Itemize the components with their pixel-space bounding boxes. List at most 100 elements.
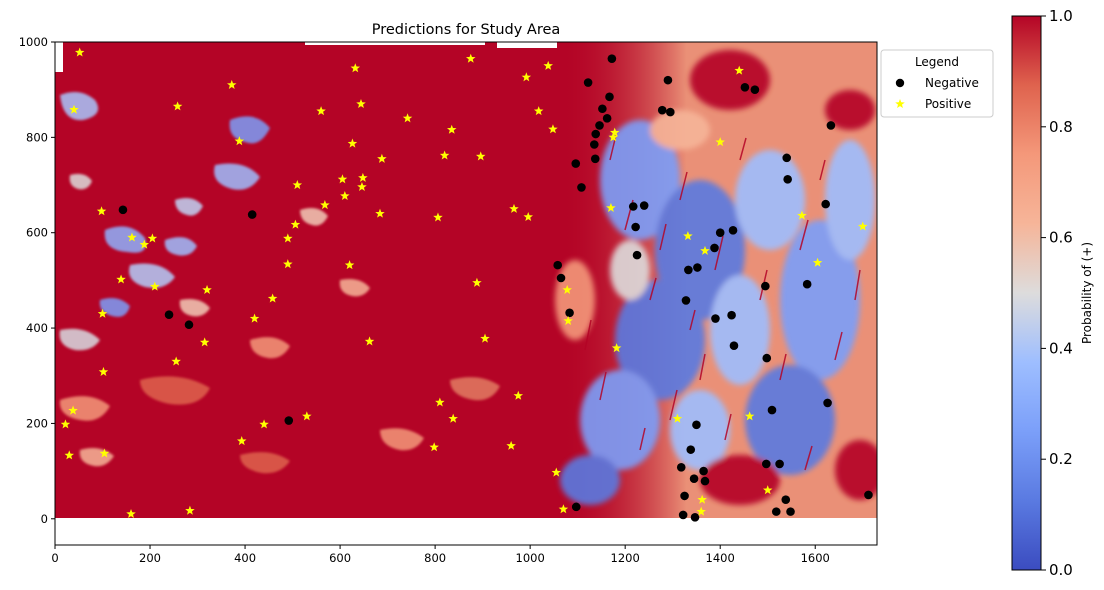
negative-point [821,199,830,209]
positive-point [60,419,71,429]
positive-point [283,259,293,269]
negative-point [684,265,693,275]
negative-point [826,121,836,130]
positive-point [608,132,619,142]
positive-point [762,485,773,495]
positive-point [116,274,126,284]
positive-point [672,413,683,423]
positive-point [98,366,109,376]
negative-point [761,281,770,291]
negative-point [591,129,601,139]
positive-point [337,174,348,184]
negative-point [711,314,720,323]
negative-point [680,491,689,501]
positive-point [172,101,183,111]
positive-point [64,450,75,460]
positive-point [433,212,443,222]
positive-point [448,413,458,423]
negative-point [666,107,675,117]
positive-point [127,232,137,242]
positive-point [734,65,744,75]
positive-point [446,124,457,134]
negative-point [284,416,294,425]
negative-point [864,490,873,500]
positive-point [402,113,413,123]
colorbar-tick-label: 0.4 [1049,339,1073,357]
positive-point [715,137,725,147]
positive-point [147,233,158,243]
x-tick-label: 400 [234,551,256,565]
positive-point [509,203,519,213]
negative-point [565,308,574,318]
positive-point [150,281,160,291]
negative-point [553,260,563,270]
negative-point [710,243,719,253]
positive-point [344,260,355,270]
positive-point [475,151,486,161]
negative-point [556,273,566,283]
colorbar-gradient [1012,16,1041,570]
negative-point [571,159,581,168]
negative-point [775,459,784,469]
negative-point [595,121,604,130]
positive-point [606,202,616,212]
negative-point [598,104,607,114]
negative-point [692,420,701,430]
negative-point [631,222,640,232]
positive-point [533,106,544,116]
legend-negative-label: Negative [925,76,979,90]
positive-point [744,411,755,421]
negative-point [628,202,638,211]
negative-point [639,201,649,210]
negative-point [184,320,194,330]
negative-point [577,183,586,192]
negative-point [783,175,792,184]
negative-point [727,310,736,320]
axes-frame [54,41,878,546]
positive-point [857,221,868,231]
positive-point [358,172,368,182]
positive-point [350,63,361,73]
positive-point [375,208,385,218]
negative-point [728,226,738,235]
colorbar-tick-label: 0.2 [1049,450,1073,468]
positive-point [377,153,387,163]
positive-point [249,313,260,323]
positive-point [609,127,620,137]
negative-point [247,210,257,219]
colorbar-frame [1011,15,1042,571]
positive-point [227,79,237,89]
positive-point [435,397,445,407]
positive-point [316,106,326,116]
chart-title: Predictions for Study Area [372,22,561,38]
positive-point [562,284,572,294]
positive-point [696,506,706,516]
positive-point [96,206,107,216]
positive-point [563,315,573,325]
x-tick-label: 600 [329,551,351,565]
negative-point [681,296,691,305]
positive-point [234,136,245,146]
positive-point [521,72,532,82]
negative-point [686,445,696,454]
positive-point [439,150,450,160]
positive-point [185,505,195,515]
positive-point [320,200,330,210]
negative-point [689,474,699,484]
positive-point [558,504,569,514]
positive-point [74,47,85,57]
positive-point [199,337,210,347]
negative-point [750,85,760,94]
negative-point [740,82,750,92]
positive-point [236,436,247,446]
positive-point [364,336,375,346]
positive-point [290,219,301,229]
negative-point [118,205,128,215]
positive-point [97,308,108,318]
positive-point [683,231,693,241]
negative-point [802,279,812,289]
legend-box [880,49,994,118]
negative-point [715,228,725,238]
positive-point [283,233,293,243]
y-tick-label: 400 [26,321,48,335]
